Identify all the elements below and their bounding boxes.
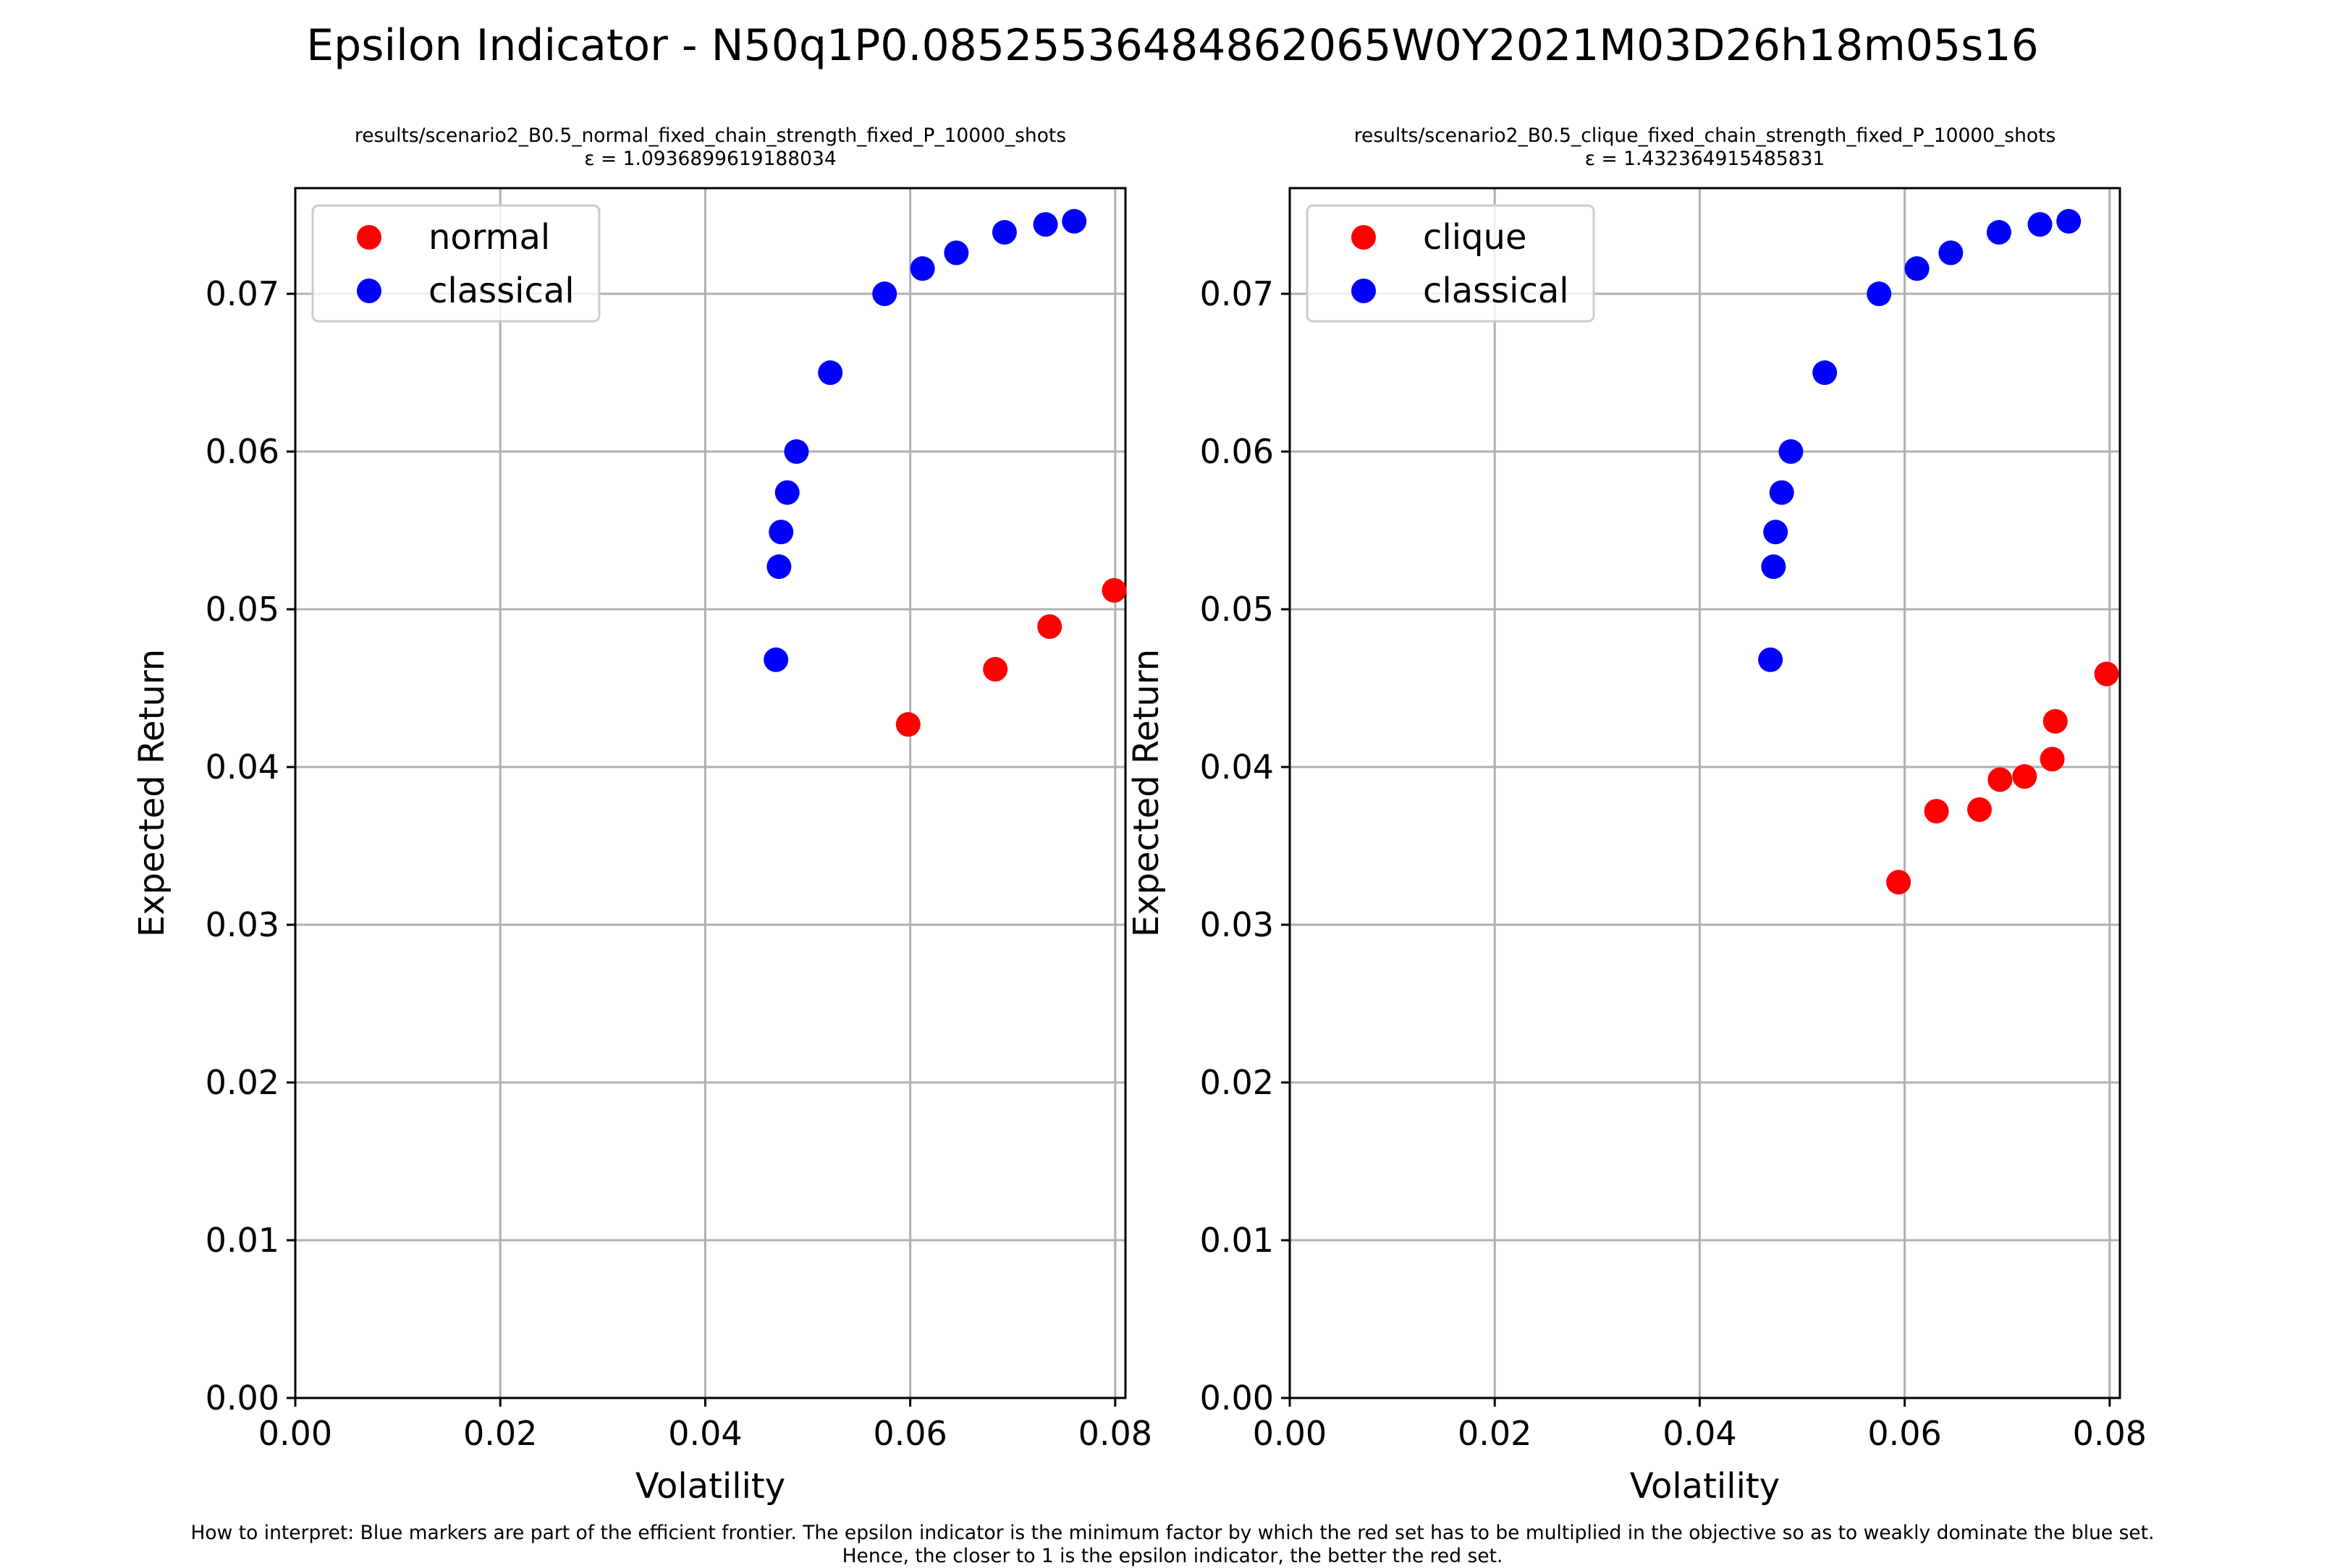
data-point-classical — [872, 281, 897, 307]
data-point-classical — [1778, 439, 1804, 465]
legend-marker-clique — [1351, 225, 1376, 250]
series-classical — [1758, 208, 2082, 672]
data-point-classical — [2027, 212, 2053, 237]
data-point-classical — [769, 520, 794, 545]
data-point-classical — [818, 360, 843, 386]
y-tick-label: 0.05 — [206, 590, 279, 629]
data-point-clique — [2094, 661, 2119, 687]
x-tick-label: 0.08 — [1078, 1414, 1152, 1453]
data-point-classical — [1769, 480, 1794, 505]
x-tick-label: 0.00 — [1253, 1414, 1327, 1453]
data-point-classical — [1904, 256, 1930, 281]
chart-panel-2: results/scenario2_B0.5_clique_fixed_chai… — [1126, 124, 2147, 1506]
x-axis-label: Volatility — [1630, 1466, 1780, 1506]
x-tick-label: 0.04 — [1662, 1414, 1736, 1453]
data-point-classical — [764, 647, 789, 672]
data-point-clique — [2012, 764, 2037, 789]
y-tick-label: 0.01 — [206, 1221, 279, 1260]
x-tick-label: 0.08 — [2073, 1414, 2147, 1453]
legend-label-clique: clique — [1423, 217, 1526, 258]
y-tick-label: 0.00 — [1200, 1378, 1274, 1417]
legend-box — [1306, 204, 1595, 323]
y-tick-label: 0.06 — [1200, 432, 1274, 471]
data-point-classical — [1812, 360, 1838, 386]
y-tick-label: 0.07 — [1200, 274, 1274, 313]
data-point-clique — [2042, 708, 2068, 734]
chart-title-line-1: results/scenario2_B0.5_clique_fixed_chai… — [1354, 124, 2056, 147]
data-point-classical — [1033, 212, 1058, 237]
data-point-classical — [1763, 520, 1788, 545]
chart-title-line-2: ε = 1.432364915485831 — [1585, 148, 1825, 170]
data-point-classical — [1938, 240, 1964, 266]
data-point-classical — [992, 220, 1017, 245]
series-clique — [1886, 661, 2119, 895]
data-point-classical — [1758, 647, 1783, 672]
y-tick-label: 0.01 — [1200, 1221, 1274, 1260]
legend: clique classical — [1306, 204, 1595, 323]
series-normal — [895, 577, 1127, 737]
x-tick-label: 0.06 — [1867, 1414, 1941, 1453]
data-point-clique — [2040, 747, 2065, 772]
chart-title-line-2: ε = 1.0936899619188034 — [584, 148, 836, 170]
y-tick-label: 0.05 — [1200, 590, 1274, 629]
plot-frame — [1288, 187, 2121, 1399]
legend: normal classical — [311, 204, 601, 323]
data-point-classical — [774, 480, 800, 505]
chart-panel-1: results/scenario2_B0.5_normal_fixed_chai… — [132, 124, 1152, 1506]
data-point-classical — [1986, 220, 2011, 245]
y-tick-label: 0.02 — [1200, 1063, 1274, 1102]
data-point-clique — [1967, 797, 1993, 822]
y-axis-label: Expected Return — [1126, 649, 1167, 937]
y-tick-label: 0.06 — [206, 432, 279, 471]
legend-label-normal: normal — [428, 217, 550, 258]
data-point-classical — [910, 256, 935, 281]
y-axis-label: Expected Return — [132, 649, 172, 937]
data-point-normal — [1102, 577, 1127, 603]
data-point-classical — [1867, 281, 1892, 307]
legend-label-classical: classical — [1423, 271, 1569, 311]
data-point-clique — [1987, 767, 2013, 792]
y-tick-label: 0.03 — [206, 905, 279, 944]
figure-footnote: How to interpret: Blue markers are part … — [0, 1522, 2345, 1568]
plot-frame — [294, 187, 1127, 1399]
y-tick-label: 0.03 — [1200, 905, 1274, 944]
footnote-line-1: How to interpret: Blue markers are part … — [190, 1522, 2155, 1544]
data-point-normal — [983, 656, 1008, 682]
y-tick-label: 0.04 — [206, 747, 279, 787]
data-point-normal — [1037, 614, 1062, 640]
legend-label-classical: classical — [428, 271, 575, 311]
x-tick-label: 0.02 — [1458, 1414, 1531, 1453]
y-tick-label: 0.04 — [1200, 747, 1274, 787]
legend-marker-normal — [357, 225, 381, 250]
data-point-classical — [1761, 554, 1786, 580]
data-point-normal — [895, 712, 921, 737]
x-tick-label: 0.00 — [258, 1414, 332, 1453]
x-tick-label: 0.06 — [873, 1414, 947, 1453]
data-point-classical — [1062, 208, 1087, 234]
y-tick-label: 0.02 — [206, 1063, 279, 1102]
figure-title: Epsilon Indicator - N50q1P0.085255364848… — [306, 20, 2039, 71]
chart-title-line-1: results/scenario2_B0.5_normal_fixed_chai… — [355, 124, 1066, 147]
legend-marker-classical — [1351, 279, 1376, 303]
series-classical — [764, 208, 1087, 672]
x-tick-label: 0.04 — [668, 1414, 742, 1453]
y-tick-label: 0.00 — [206, 1378, 279, 1417]
footnote-line-2: Hence, the closer to 1 is the epsilon in… — [842, 1545, 1503, 1567]
data-point-classical — [766, 554, 792, 580]
legend-box — [311, 204, 601, 323]
data-point-classical — [784, 439, 809, 465]
data-point-classical — [2056, 208, 2082, 234]
legend-marker-classical — [357, 279, 381, 303]
y-tick-label: 0.07 — [206, 274, 279, 313]
data-point-classical — [944, 240, 969, 266]
data-point-clique — [1924, 799, 1949, 824]
data-point-clique — [1886, 870, 1911, 895]
x-axis-label: Volatility — [635, 1466, 785, 1506]
x-tick-label: 0.02 — [463, 1414, 537, 1453]
